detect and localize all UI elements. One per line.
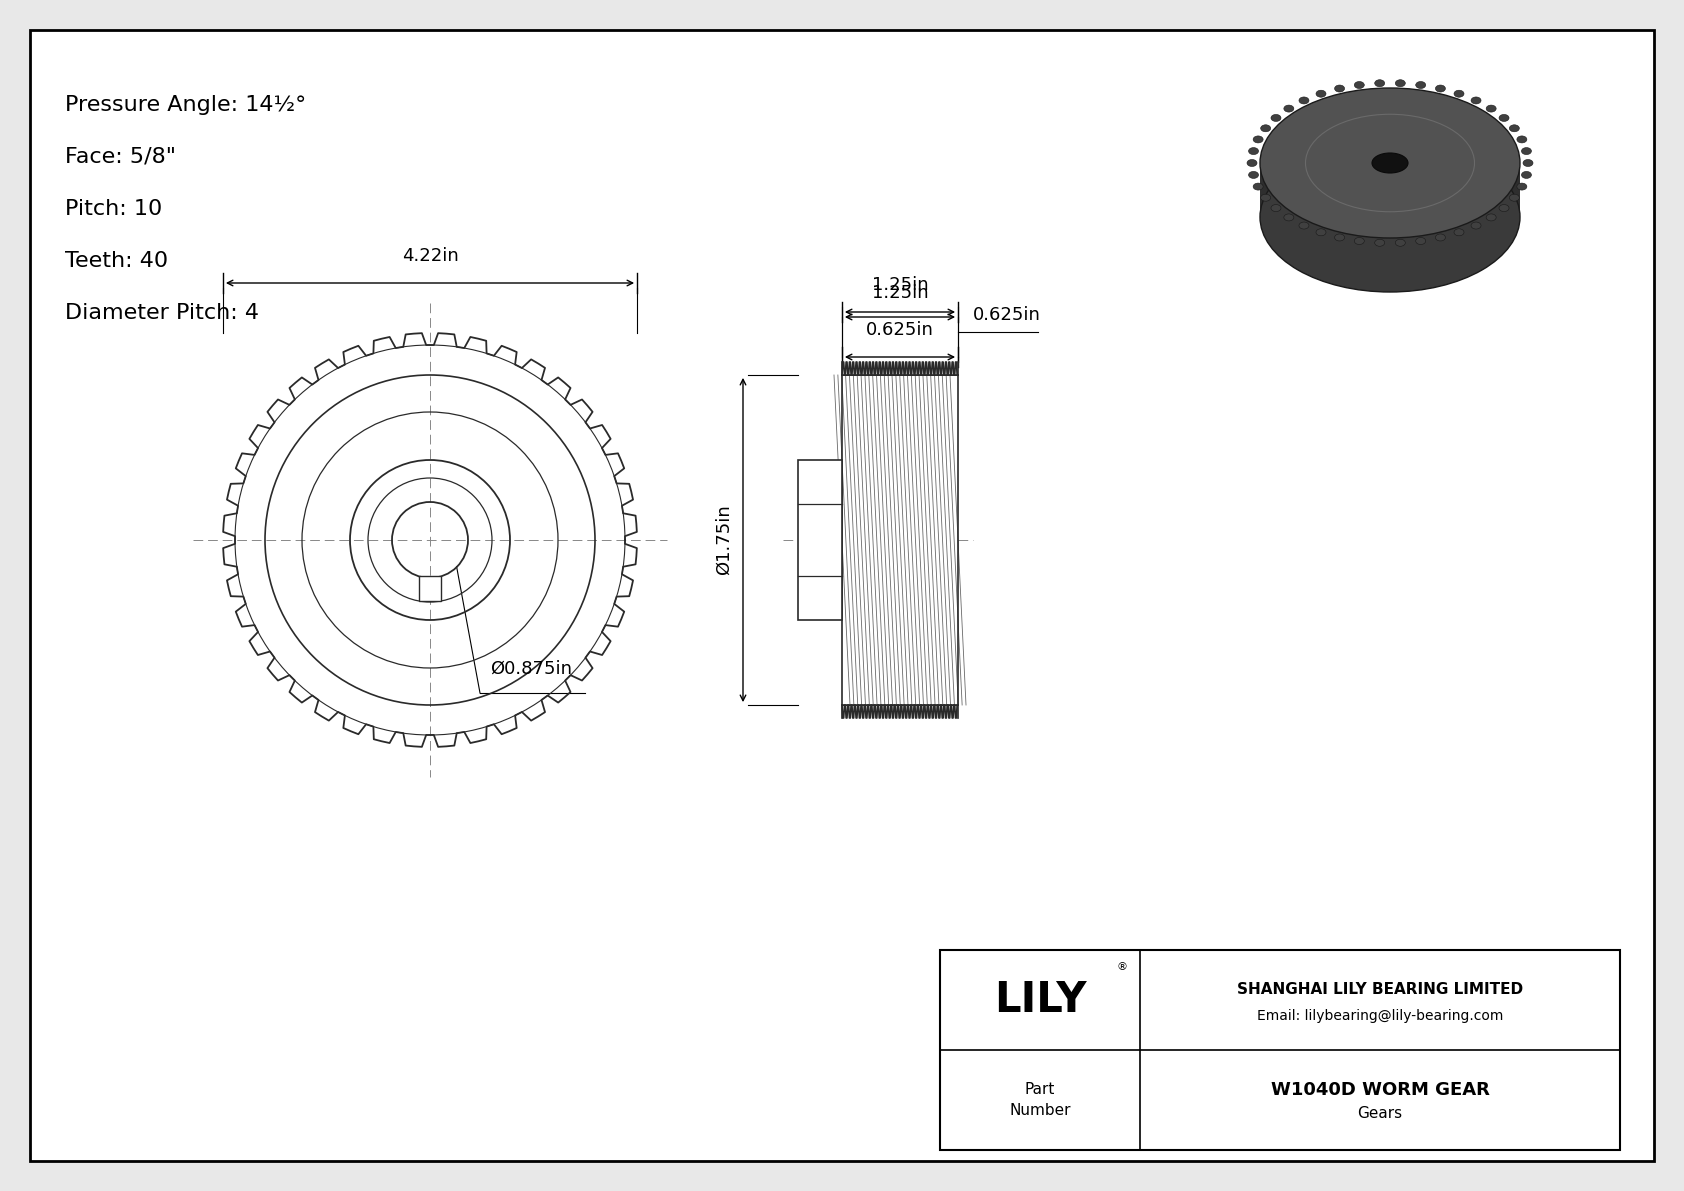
Ellipse shape — [1283, 214, 1293, 220]
Text: ®: ® — [1116, 962, 1128, 972]
Bar — [940, 950, 1620, 1151]
Ellipse shape — [1354, 81, 1364, 88]
Ellipse shape — [1453, 91, 1463, 98]
Text: Teeth: 40: Teeth: 40 — [66, 251, 168, 272]
Ellipse shape — [1372, 152, 1408, 173]
Bar — [419, 576, 441, 601]
Ellipse shape — [1396, 239, 1406, 247]
Text: 4.22in: 4.22in — [401, 247, 458, 266]
Text: Email: lilybearing@lily-bearing.com: Email: lilybearing@lily-bearing.com — [1256, 1009, 1504, 1023]
Ellipse shape — [1487, 105, 1495, 112]
Text: W1040D WORM GEAR: W1040D WORM GEAR — [1270, 1081, 1489, 1099]
Ellipse shape — [1509, 125, 1519, 132]
Text: Ø0.875in: Ø0.875in — [490, 660, 573, 678]
Ellipse shape — [1435, 233, 1445, 241]
Text: 1.25in: 1.25in — [872, 283, 928, 303]
Ellipse shape — [1472, 96, 1480, 104]
Text: Part
Number: Part Number — [1009, 1081, 1071, 1118]
Ellipse shape — [1335, 85, 1344, 92]
Ellipse shape — [1298, 96, 1308, 104]
Ellipse shape — [1253, 136, 1263, 143]
Text: SHANGHAI LILY BEARING LIMITED: SHANGHAI LILY BEARING LIMITED — [1238, 983, 1522, 998]
Ellipse shape — [1283, 105, 1293, 112]
Ellipse shape — [1472, 222, 1480, 229]
Ellipse shape — [1453, 229, 1463, 236]
Text: Pitch: 10: Pitch: 10 — [66, 199, 162, 219]
Ellipse shape — [1253, 183, 1263, 191]
Ellipse shape — [1521, 148, 1531, 155]
Ellipse shape — [1374, 239, 1384, 247]
Ellipse shape — [1248, 172, 1258, 179]
Ellipse shape — [1499, 205, 1509, 212]
Text: Pressure Angle: 14½°: Pressure Angle: 14½° — [66, 95, 306, 116]
Ellipse shape — [1261, 125, 1271, 132]
Text: Gears: Gears — [1357, 1106, 1403, 1122]
Ellipse shape — [1396, 80, 1406, 87]
Text: LILY: LILY — [994, 979, 1086, 1021]
Text: 1.25in: 1.25in — [872, 276, 928, 294]
Ellipse shape — [1435, 85, 1445, 92]
Ellipse shape — [1374, 80, 1384, 87]
Text: 0.625in: 0.625in — [973, 306, 1041, 324]
Ellipse shape — [1271, 205, 1282, 212]
Ellipse shape — [1315, 229, 1325, 236]
Text: 0.625in: 0.625in — [866, 322, 935, 339]
Ellipse shape — [1509, 194, 1519, 201]
Ellipse shape — [1260, 88, 1521, 238]
Ellipse shape — [1521, 172, 1531, 179]
Ellipse shape — [1271, 114, 1282, 121]
Ellipse shape — [1522, 160, 1532, 167]
Ellipse shape — [1487, 214, 1495, 220]
Text: Ø1.75in: Ø1.75in — [716, 505, 733, 575]
Ellipse shape — [1248, 148, 1258, 155]
Ellipse shape — [1315, 91, 1325, 98]
Ellipse shape — [1499, 114, 1509, 121]
Ellipse shape — [1261, 194, 1271, 201]
Text: Diameter Pitch: 4: Diameter Pitch: 4 — [66, 303, 259, 323]
Ellipse shape — [1517, 183, 1527, 191]
Ellipse shape — [1416, 237, 1426, 244]
Text: Face: 5/8": Face: 5/8" — [66, 146, 177, 167]
Polygon shape — [1260, 167, 1521, 213]
Ellipse shape — [1354, 237, 1364, 244]
Ellipse shape — [1416, 81, 1426, 88]
Ellipse shape — [1517, 136, 1527, 143]
Ellipse shape — [1246, 160, 1256, 167]
Ellipse shape — [1260, 142, 1521, 292]
Ellipse shape — [1298, 222, 1308, 229]
Bar — [798, 460, 842, 621]
Bar — [842, 375, 958, 705]
Ellipse shape — [1335, 233, 1344, 241]
